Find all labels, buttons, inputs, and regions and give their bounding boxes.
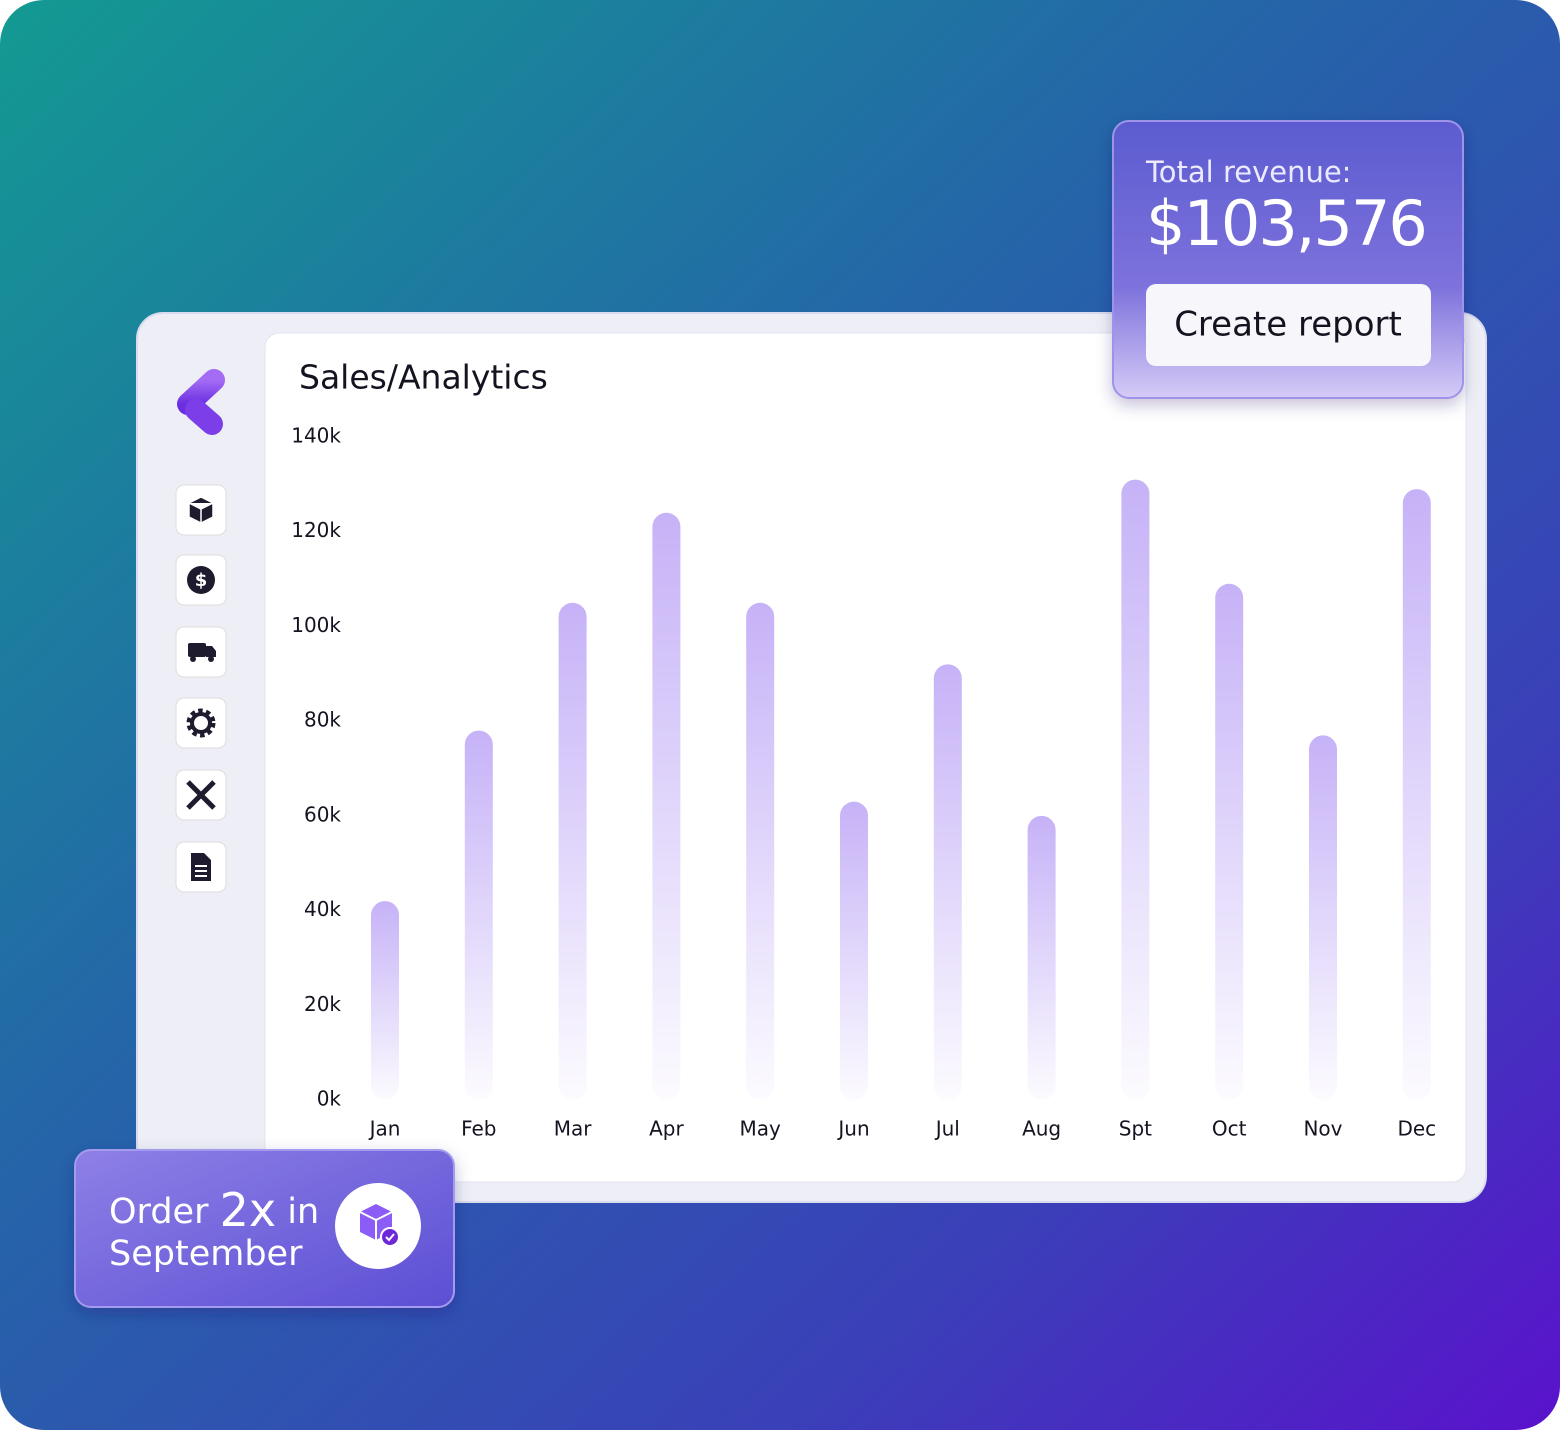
bar (840, 801, 868, 1100)
y-tick-label: 100k (291, 613, 341, 637)
logo (177, 369, 225, 435)
y-tick-label: 0k (317, 1087, 342, 1111)
x-tick-label: Spt (1119, 1117, 1152, 1141)
bar (1027, 815, 1056, 1100)
nav-button[interactable] (175, 626, 227, 678)
x-tick-label: Aug (1022, 1117, 1061, 1141)
bar (558, 602, 587, 1100)
x-tick-label: Oct (1212, 1117, 1247, 1141)
revenue-label: Total revenue: (1145, 155, 1351, 189)
x-tick-label: Jun (836, 1117, 869, 1141)
badge-text: in (287, 1192, 319, 1232)
x-tick-label: Dec (1397, 1117, 1436, 1141)
bar (1402, 489, 1431, 1100)
nav-button[interactable] (175, 697, 227, 749)
bar (1121, 479, 1150, 1100)
y-tick-label: 60k (304, 802, 341, 826)
bar (933, 664, 962, 1100)
badge-text: Order (109, 1192, 209, 1232)
create-report-button[interactable]: Create report (1146, 284, 1431, 366)
bar (371, 901, 399, 1100)
nav-button[interactable] (175, 484, 227, 536)
y-tick-label: 40k (304, 897, 341, 921)
x-tick-label: Apr (649, 1117, 684, 1141)
x-tick-label: Nov (1303, 1117, 1342, 1141)
badge-line-1: Order 2x in (109, 1183, 319, 1237)
sidebar: $ (175, 484, 227, 893)
bar (746, 602, 775, 1100)
nav-button[interactable]: $ (175, 554, 227, 606)
y-tick-label: 120k (291, 518, 341, 542)
x-tick-label: Jul (934, 1117, 960, 1141)
x-tick-label: Feb (461, 1117, 496, 1141)
chart: 0k 20k 40k 60k 80k 100k 120k 140k Jan Feb Mar Apr Ma… (291, 424, 1436, 1141)
button-label[interactable]: Create report (1174, 305, 1402, 345)
nav-button[interactable] (175, 769, 227, 821)
bar (464, 730, 493, 1100)
badge-icon (335, 1183, 421, 1269)
svg-text:$: $ (195, 570, 208, 591)
x-tick-label: Jan (368, 1117, 401, 1141)
button-bg[interactable] (1146, 284, 1431, 366)
badge-highlight: 2x (220, 1183, 277, 1237)
y-tick-label: 140k (291, 424, 341, 448)
badge-line-2: September (109, 1234, 303, 1274)
bar (652, 512, 681, 1100)
bar (1309, 735, 1337, 1100)
y-tick-label: 20k (304, 992, 341, 1016)
bar (1215, 583, 1244, 1100)
y-tick-label: 80k (304, 708, 341, 732)
nav-button[interactable] (175, 841, 227, 893)
revenue-amount: $103,576 (1146, 187, 1426, 260)
chart-title: Sales/Analytics (299, 358, 548, 397)
x-tick-label: May (740, 1117, 782, 1141)
x-tick-label: Mar (554, 1117, 593, 1141)
